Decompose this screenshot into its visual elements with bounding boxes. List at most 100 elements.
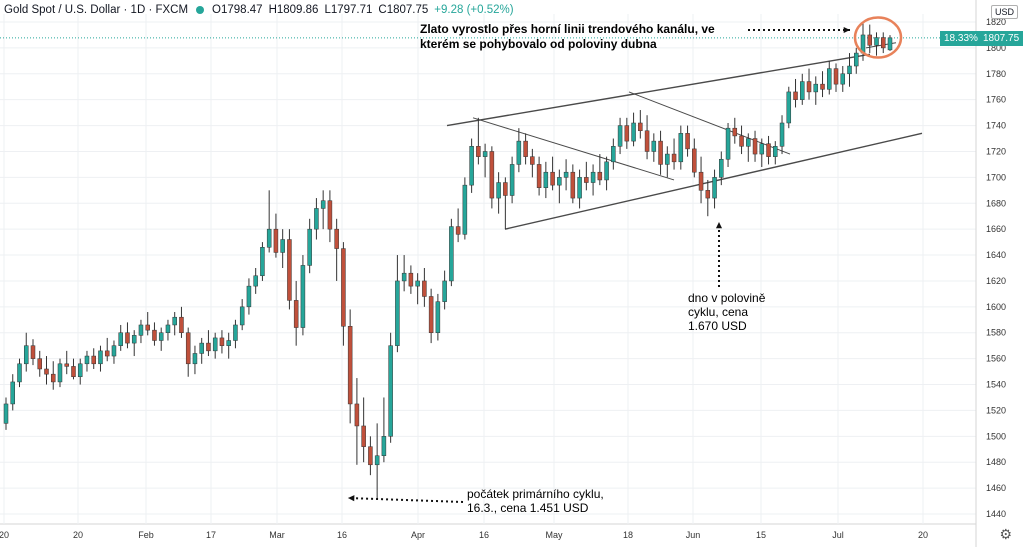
y-tick-label: 1500	[986, 431, 1006, 441]
candle	[428, 288, 434, 344]
candle-body	[503, 182, 508, 196]
candle-body	[206, 342, 211, 352]
y-tick-label: 1600	[986, 302, 1006, 312]
candle	[867, 24, 873, 54]
candle	[44, 356, 49, 385]
candle	[550, 156, 555, 191]
candle-body	[23, 345, 29, 365]
candle	[752, 130, 758, 162]
candle	[732, 117, 738, 144]
ohlc-readout: O1798.47 H1809.86 L1797.71 C1807.75 +9.2…	[212, 4, 514, 16]
candle-body	[17, 363, 22, 383]
candle	[354, 378, 360, 465]
breakout-annotation: Zlato vyrostlo přes horní linii trendové…	[420, 22, 715, 52]
candle	[253, 268, 258, 294]
candle	[847, 53, 852, 87]
x-tick-label: 20	[73, 530, 83, 540]
candle-body	[570, 171, 576, 199]
candle-body	[428, 296, 434, 333]
candle-body	[233, 324, 238, 341]
x-tick-label: 16	[479, 530, 489, 540]
candle-body	[462, 184, 468, 235]
candle	[300, 255, 306, 336]
x-tick-label: 16	[337, 530, 347, 540]
market-status-icon	[196, 6, 205, 14]
x-tick-label: Feb	[138, 530, 154, 540]
candle	[773, 141, 778, 165]
candle-body	[449, 226, 454, 282]
currency-label[interactable]: USD	[990, 5, 1018, 19]
candle-body	[759, 143, 765, 155]
candle	[408, 265, 414, 294]
candle	[381, 397, 387, 463]
candle-body	[314, 208, 319, 230]
candle	[887, 35, 893, 51]
candle-body	[408, 272, 414, 287]
candle-body	[692, 148, 697, 173]
candle	[462, 177, 468, 240]
candle	[145, 312, 150, 336]
candle-body	[320, 200, 326, 209]
candle-body	[44, 368, 49, 375]
y-tick-label: 1760	[986, 95, 1006, 105]
candle-body	[867, 34, 873, 46]
candle-body	[104, 350, 110, 357]
breakout-arrow-head	[843, 26, 850, 34]
low-value: L1797.71	[324, 4, 373, 16]
y-tick-label: 1820	[986, 17, 1006, 27]
y-tick-label: 1800	[986, 43, 1006, 53]
candle-body	[705, 190, 711, 199]
symbol-label[interactable]: Gold Spot / U.S. Dollar · 1D · FXCM	[4, 4, 189, 16]
candle-body	[617, 125, 623, 147]
candle	[71, 358, 76, 380]
candle	[104, 337, 110, 362]
candle	[638, 110, 643, 139]
last-price-tag: 1807.75	[979, 31, 1024, 46]
candle	[212, 332, 218, 359]
candle-body	[496, 182, 501, 199]
candle	[631, 112, 636, 147]
candle	[536, 156, 542, 196]
candle-body	[658, 140, 663, 165]
candle-body	[84, 355, 90, 365]
candle-body	[165, 324, 171, 333]
candle-body	[334, 228, 339, 249]
candle	[833, 63, 839, 92]
x-tick-label: 17	[206, 530, 216, 540]
percent-tag: 18.33%	[940, 31, 982, 46]
candle-body	[131, 335, 137, 344]
candle-body	[37, 358, 42, 370]
candle-body	[638, 122, 643, 132]
candle-body	[260, 247, 265, 277]
candle-body	[624, 125, 630, 142]
candle	[719, 151, 724, 186]
candle-body	[172, 316, 177, 326]
gear-icon[interactable]: ⚙	[999, 526, 1012, 542]
candle-body	[590, 171, 596, 183]
candle-body	[266, 228, 272, 248]
candle-body	[50, 373, 56, 383]
wedge-line-1	[472, 117, 675, 181]
candle	[165, 319, 171, 341]
candle	[530, 148, 535, 178]
candle-body	[77, 363, 83, 378]
x-tick-label: 18	[623, 530, 633, 540]
y-tick-label: 1780	[986, 69, 1006, 79]
candle	[685, 125, 690, 157]
candle	[131, 330, 137, 357]
candle	[725, 122, 731, 168]
candle-body	[840, 73, 846, 85]
candle	[314, 198, 319, 240]
candle-body	[307, 228, 312, 266]
candle	[692, 138, 697, 178]
candle-body	[631, 122, 636, 142]
candle-body	[239, 306, 245, 326]
candle	[347, 309, 353, 424]
candle-body	[395, 280, 400, 346]
candle	[476, 117, 481, 165]
candle-body	[455, 226, 461, 235]
candle	[98, 345, 103, 372]
candle	[395, 255, 400, 353]
